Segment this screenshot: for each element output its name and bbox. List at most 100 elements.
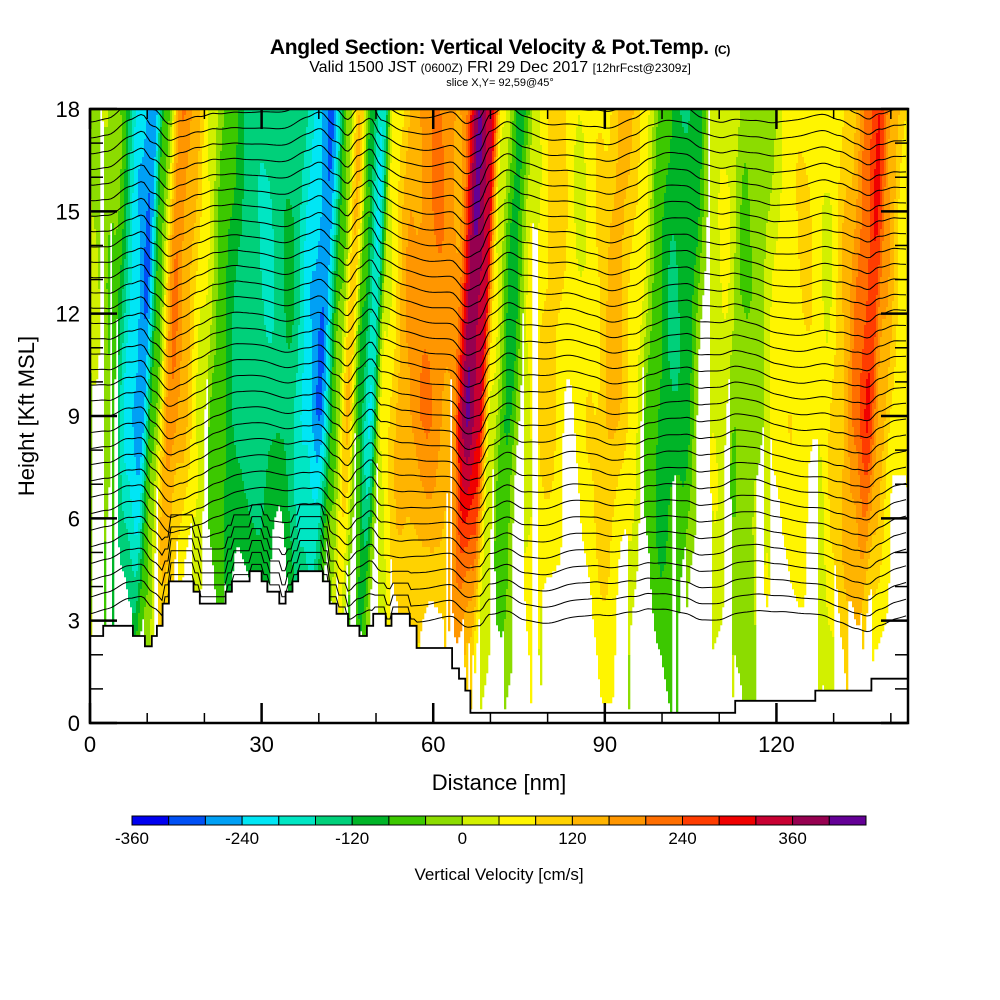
velocity-cell [552,481,555,572]
velocity-cell [440,115,443,254]
velocity-cell [798,109,801,152]
velocity-cell [854,229,857,302]
velocity-cell [174,109,177,116]
theta-contour [90,500,907,540]
velocity-cell [464,457,467,494]
velocity-cell [294,109,297,398]
velocity-cell [328,385,331,434]
velocity-cell [496,415,499,482]
velocity-cell [332,367,335,506]
velocity-cell [438,451,441,548]
velocity-cell [900,109,903,164]
velocity-cell [344,337,347,374]
velocity-cell [186,487,189,548]
velocity-cell [496,157,499,188]
velocity-cell [238,109,241,248]
velocity-cell [368,487,371,518]
velocity-cell [490,313,493,344]
velocity-cell [470,235,473,446]
velocity-cell [166,397,169,470]
velocity-cell [162,307,165,362]
velocity-cell [330,373,333,434]
velocity-cell [496,109,499,116]
velocity-cell [156,217,159,272]
velocity-cell [346,529,349,566]
velocity-cell [592,109,595,404]
velocity-cell [166,283,169,338]
velocity-cell [324,109,327,392]
velocity-cell [368,187,371,218]
velocity-cell [382,283,385,314]
velocity-cell [190,121,193,266]
velocity-cell [438,253,441,452]
velocity-cell [378,367,381,398]
y-tick-label: 15 [56,199,80,224]
velocity-cell [480,115,483,170]
velocity-cell [314,505,317,560]
velocity-cell [330,169,333,230]
velocity-cell [208,259,211,356]
velocity-cell [504,199,507,272]
velocity-cell [668,163,671,266]
velocity-cell [350,193,353,254]
velocity-cell [494,241,497,374]
velocity-cell [638,163,641,356]
velocity-cell [602,109,605,140]
velocity-cell [494,541,497,572]
velocity-cell [826,193,829,344]
velocity-cell [608,439,611,578]
colorbar-swatch [425,815,463,826]
velocity-cell [338,199,341,242]
velocity-cell [420,421,423,482]
velocity-cell [108,355,111,488]
velocity-cell [422,487,425,548]
velocity-cell [360,283,363,332]
velocity-cell [868,463,871,494]
velocity-cell [476,133,479,236]
velocity-cell [486,397,489,422]
velocity-cell [136,373,139,476]
velocity-cell [738,127,741,674]
velocity-cell [336,199,339,236]
velocity-cell [140,493,143,530]
velocity-cell [284,109,287,212]
velocity-cell [356,265,359,302]
velocity-cell [800,289,803,608]
velocity-cell [586,397,589,452]
velocity-cell [884,499,887,626]
velocity-cell [888,139,891,188]
velocity-cell [176,163,179,254]
velocity-cell [884,109,887,188]
velocity-cell [782,109,785,536]
velocity-cell [126,283,129,344]
velocity-cell [154,481,157,554]
velocity-cell [494,109,497,134]
velocity-cell [142,157,145,434]
velocity-cell [230,217,233,596]
velocity-cell [634,499,637,590]
velocity-cell [122,229,125,290]
velocity-cell [858,547,861,626]
velocity-cell [660,577,663,656]
velocity-cell [158,163,161,206]
velocity-cell [876,109,879,134]
velocity-cell [342,145,345,284]
velocity-cell [578,109,581,116]
velocity-cell [874,409,877,464]
velocity-cell [236,457,239,548]
velocity-cell [318,523,321,560]
velocity-cell [566,229,569,380]
velocity-cell [834,355,837,566]
velocity-cell [152,451,155,530]
velocity-cell [460,115,463,218]
velocity-cell [350,133,353,194]
velocity-cell [358,367,361,440]
velocity-cell [724,319,727,446]
velocity-cell [748,313,751,722]
velocity-cell [728,283,731,380]
velocity-cell [302,169,305,374]
velocity-cell [648,115,651,278]
velocity-cell [684,133,687,482]
velocity-cell [870,511,873,548]
velocity-cell [494,439,497,542]
